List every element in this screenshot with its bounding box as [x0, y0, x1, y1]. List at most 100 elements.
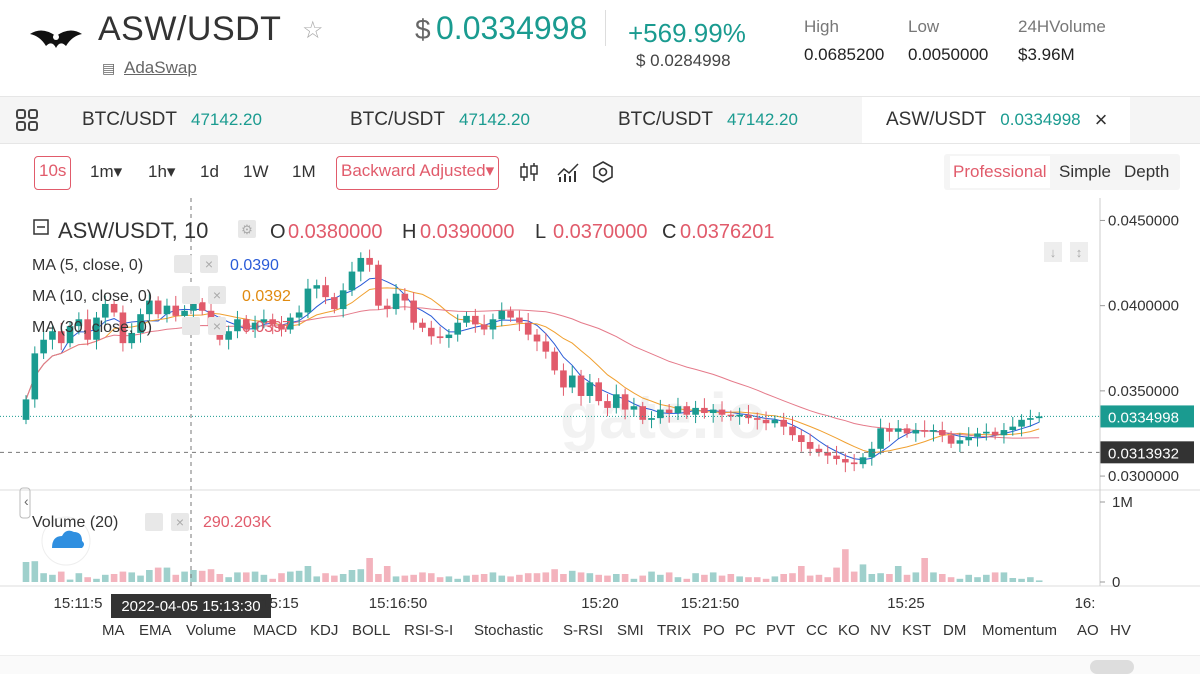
indicator-ko[interactable]: KO: [838, 622, 860, 639]
indicator-momentum[interactable]: Momentum: [982, 622, 1058, 639]
price-change-percent: +569.99%: [628, 18, 746, 48]
volume-legend-value: 290.203K: [203, 514, 272, 531]
indicator-stochastic[interactable]: Stochastic: [474, 622, 544, 639]
tab-label: BTC/USDT: [350, 109, 445, 130]
indicator-macd[interactable]: MACD: [253, 622, 298, 639]
candle-body: [331, 297, 338, 310]
pair-tab-bar: BTC/USDT 47142.20 BTC/USDT 47142.20 BTC/…: [0, 96, 1200, 144]
candle-body: [146, 300, 153, 315]
volume-bar: [718, 575, 726, 582]
low-value: 0.0050000: [908, 45, 989, 64]
candle-body: [974, 433, 981, 437]
svg-text:⚙: ⚙: [241, 222, 253, 237]
indicator-hv[interactable]: HV: [1110, 622, 1131, 639]
indicators-icon[interactable]: [556, 161, 580, 183]
current-price-tag: [1100, 405, 1194, 428]
interval-1m[interactable]: 1m▾: [90, 162, 123, 181]
candle-body: [49, 331, 56, 340]
candle-body: [287, 317, 294, 330]
volume-bar: [304, 566, 312, 582]
volume-bar: [1009, 578, 1017, 582]
indicator-nv[interactable]: NV: [870, 622, 891, 639]
exchange-link[interactable]: AdaSwap: [124, 58, 197, 77]
grid-menu-icon[interactable]: [16, 109, 38, 137]
high-value: 0.0685200: [804, 45, 885, 64]
candle-body: [498, 310, 506, 320]
interval-1h[interactable]: 1h▾: [148, 162, 176, 181]
volume-bar: [454, 578, 462, 582]
price-change-usd: $ 0.0284998: [636, 51, 731, 70]
volume-bar: [269, 578, 276, 582]
interval-1w[interactable]: 1W: [243, 162, 269, 181]
mode-professional[interactable]: Professional: [950, 156, 1050, 188]
indicator-volume[interactable]: Volume: [186, 622, 237, 639]
indicator-po[interactable]: PO: [703, 622, 725, 639]
candle-body: [251, 322, 259, 330]
candle-body: [322, 285, 329, 298]
volume-bar: [507, 576, 514, 582]
indicator-smi[interactable]: SMI: [617, 622, 644, 639]
tab-close-icon[interactable]: ×: [1094, 107, 1108, 132]
volume-bar: [859, 564, 867, 582]
interval-10s[interactable]: 10s: [34, 156, 72, 190]
candlesticks: [22, 249, 1043, 473]
indicator-dm[interactable]: DM: [943, 622, 967, 639]
candle-body: [930, 430, 937, 432]
low-label: Low: [908, 17, 940, 36]
volume-bar: [736, 576, 743, 582]
indicator-cc[interactable]: CC: [806, 622, 828, 639]
crosshair-price-label: 0.0313932: [1108, 445, 1179, 462]
volume-bar: [1027, 577, 1034, 582]
indicator-ema[interactable]: EMA: [139, 622, 172, 639]
adaswap-logo: [30, 30, 82, 48]
volume-bar: [586, 573, 594, 582]
indicator-ao[interactable]: AO: [1077, 622, 1099, 639]
ma-line: [25, 306, 1040, 439]
interval-1d[interactable]: 1d: [200, 162, 219, 181]
interval-1mo[interactable]: 1M: [292, 162, 316, 181]
mode-simple[interactable]: Simple: [1059, 162, 1111, 181]
ohlc-key: O: [270, 221, 286, 243]
candle-body: [912, 430, 920, 434]
indicator-kdj[interactable]: KDJ: [310, 622, 339, 639]
volume-bar: [542, 572, 550, 582]
volume-bar: [163, 567, 171, 582]
volume-bar: [771, 576, 779, 582]
volume-bar: [287, 571, 294, 582]
svg-text:×: ×: [213, 287, 221, 303]
indicator-pc[interactable]: PC: [735, 622, 756, 639]
candle-type-icon[interactable]: [518, 161, 540, 183]
candle-body: [1018, 419, 1025, 427]
ohlc-key: H: [402, 221, 416, 243]
candle-body: [427, 327, 435, 337]
indicator-pvt[interactable]: PVT: [766, 622, 796, 639]
toggle-switch[interactable]: [1090, 660, 1134, 674]
volume-bar: [348, 570, 356, 582]
indicator-ma[interactable]: MA: [102, 622, 125, 639]
indicator-kst[interactable]: KST: [902, 622, 932, 639]
candle-body: [93, 317, 100, 340]
adjust-dropdown[interactable]: Backward Adjusted▾: [336, 156, 500, 190]
mode-depth[interactable]: Depth: [1124, 162, 1170, 181]
indicator-trix[interactable]: TRIX: [657, 622, 692, 639]
candle-body: [665, 409, 673, 414]
candle-body: [480, 324, 488, 330]
divider: [605, 10, 606, 46]
candle-body: [604, 401, 611, 408]
settings-icon[interactable]: [592, 161, 614, 183]
tab-label: ASW/USDT: [886, 109, 987, 130]
volume-tick-label: 1M: [1112, 494, 1133, 511]
volume-value: $3.96M: [1018, 45, 1075, 64]
tab-btc-usdt-2[interactable]: BTC/USDT 47142.20: [350, 97, 530, 143]
tab-asw-usdt[interactable]: ASW/USDT 0.0334998 ×: [862, 97, 1130, 143]
indicator-boll[interactable]: BOLL: [352, 622, 391, 639]
indicator-s-rsi[interactable]: S-RSI: [563, 622, 604, 639]
tab-btc-usdt-1[interactable]: BTC/USDT 47142.20: [82, 97, 262, 143]
favorite-star-icon[interactable]: ☆: [302, 17, 324, 44]
high-label: High: [804, 17, 839, 36]
tab-btc-usdt-3[interactable]: BTC/USDT 47142.20: [618, 97, 798, 143]
indicator-rsi-s-i[interactable]: RSI-S-I: [404, 622, 454, 639]
tab-price: 47142.20: [459, 110, 530, 129]
volume-legend-label: Volume (20): [32, 514, 118, 531]
